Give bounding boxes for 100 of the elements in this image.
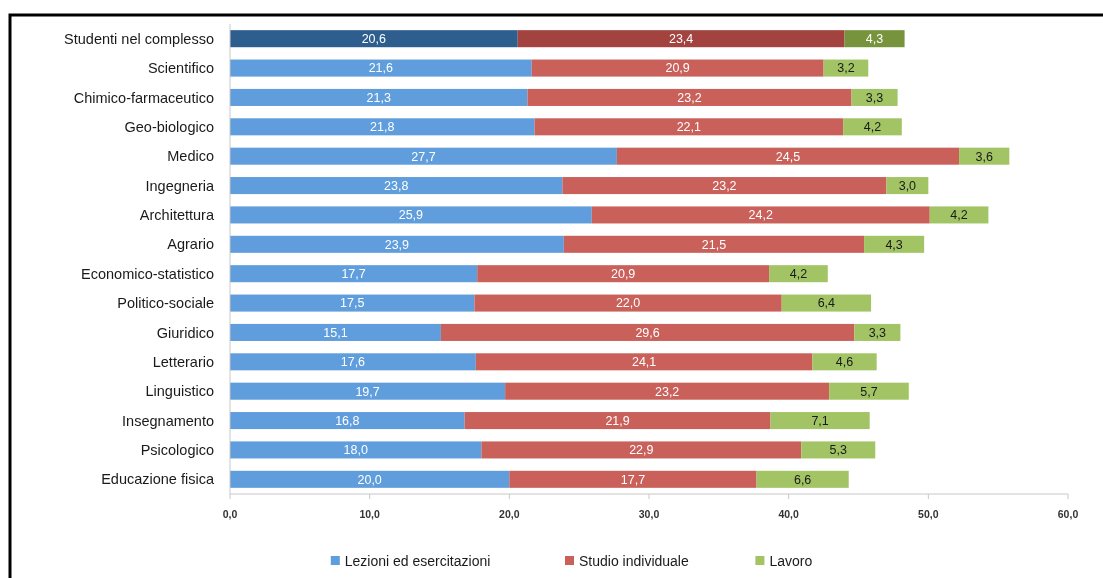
data-label: 22,0 (615, 296, 641, 311)
data-label: 4,2 (863, 120, 882, 135)
bar (591, 206, 930, 224)
data-label: 5,3 (829, 443, 847, 458)
bar (230, 470, 510, 488)
bar (756, 470, 849, 488)
bar (534, 118, 844, 136)
data-label: 6,6 (793, 472, 812, 487)
data-label: 4,2 (950, 208, 968, 223)
y-tick-label: Educazione fisica (101, 471, 215, 488)
data-label: 21,8 (370, 120, 395, 135)
data-label: 20,9 (665, 61, 690, 76)
y-tick-label: Psicologico (140, 442, 214, 459)
bar (230, 441, 482, 459)
data-label: 29,6 (635, 325, 660, 340)
data-label: 23,2 (677, 90, 702, 105)
y-tick-label: Architettura (139, 207, 215, 224)
x-tick-label: 10,0 (359, 507, 381, 520)
bar (230, 88, 528, 106)
data-label: 6,4 (817, 296, 836, 311)
x-tick-label: 40,0 (778, 507, 800, 520)
bar (440, 323, 855, 341)
bar (230, 323, 441, 341)
bar (531, 59, 824, 77)
data-label: 4,3 (865, 32, 884, 47)
y-tick-label: Giuridico (156, 324, 214, 341)
bar (481, 441, 802, 459)
bar (475, 353, 813, 371)
data-label: 21,3 (366, 90, 391, 105)
data-label: 19,7 (355, 384, 380, 399)
bar (563, 235, 865, 253)
data-label: 4,3 (885, 237, 903, 252)
bar (517, 30, 845, 48)
bar (843, 118, 902, 136)
data-label: 3,3 (865, 90, 884, 105)
legend-label: Studio individuale (579, 552, 689, 569)
y-tick-label: Politico-sociale (117, 295, 214, 312)
data-label: 3,2 (837, 61, 855, 76)
data-label: 7,1 (811, 413, 829, 428)
bar (230, 118, 535, 136)
data-label: 21,5 (701, 237, 727, 252)
bar (616, 147, 960, 165)
bar (477, 265, 770, 283)
y-tick-label: Letterario (152, 353, 214, 370)
x-tick-label: 0,0 (222, 507, 238, 520)
bar (769, 265, 828, 283)
x-tick-label: 20,0 (499, 507, 520, 520)
bar (474, 294, 782, 312)
data-label: 24,5 (775, 149, 801, 164)
bar (230, 294, 475, 312)
y-tick-label: Insegnamento (122, 412, 214, 429)
y-tick-label: Linguistico (145, 383, 214, 400)
data-label: 4,6 (835, 355, 854, 370)
data-label: 3,3 (868, 325, 887, 340)
data-label: 23,2 (712, 178, 737, 193)
bar (527, 88, 852, 106)
data-label: 22,1 (676, 120, 702, 135)
y-tick-label: Agrario (167, 236, 214, 253)
data-label: 17,5 (340, 296, 365, 311)
bar (230, 265, 478, 283)
data-label: 21,6 (368, 61, 394, 76)
x-tick-label: 60,0 (1057, 507, 1079, 520)
bar (230, 177, 563, 195)
bar (929, 206, 989, 224)
data-label: 17,6 (340, 355, 366, 370)
data-label: 3,0 (898, 178, 917, 193)
x-tick-label: 30,0 (638, 507, 660, 520)
y-tick-label: Scientifico (147, 60, 214, 77)
bar (230, 412, 465, 430)
bar (770, 412, 870, 430)
bar (230, 147, 617, 165)
data-label: 16,8 (335, 413, 360, 428)
data-label: 17,7 (620, 472, 646, 487)
data-label: 21,9 (605, 413, 630, 428)
bar (844, 30, 905, 48)
legend-label: Lavoro (769, 552, 813, 569)
bar (801, 441, 876, 459)
data-label: 5,7 (860, 384, 878, 399)
y-tick-label: Medico (167, 148, 214, 165)
bar (230, 59, 532, 77)
bar (230, 206, 592, 224)
data-label: 24,1 (631, 355, 657, 370)
bar (864, 235, 925, 253)
data-label: 22,9 (629, 443, 654, 458)
data-label: 23,2 (654, 384, 680, 399)
x-tick-label: 50,0 (918, 507, 939, 520)
data-label: 27,7 (411, 149, 436, 164)
legend-label: Lezioni ed esercitazioni (344, 552, 491, 569)
data-label: 15,1 (323, 325, 348, 340)
data-label: 4,2 (789, 267, 808, 282)
data-label: 3,6 (975, 149, 993, 164)
data-label: 20,6 (361, 32, 387, 47)
bar (230, 30, 518, 48)
data-label: 23,8 (384, 178, 409, 193)
bar (505, 382, 830, 400)
data-label: 23,9 (384, 237, 410, 252)
bar (230, 235, 564, 253)
bar (812, 353, 877, 371)
data-label: 23,4 (668, 32, 694, 47)
data-label: 17,7 (341, 267, 366, 282)
